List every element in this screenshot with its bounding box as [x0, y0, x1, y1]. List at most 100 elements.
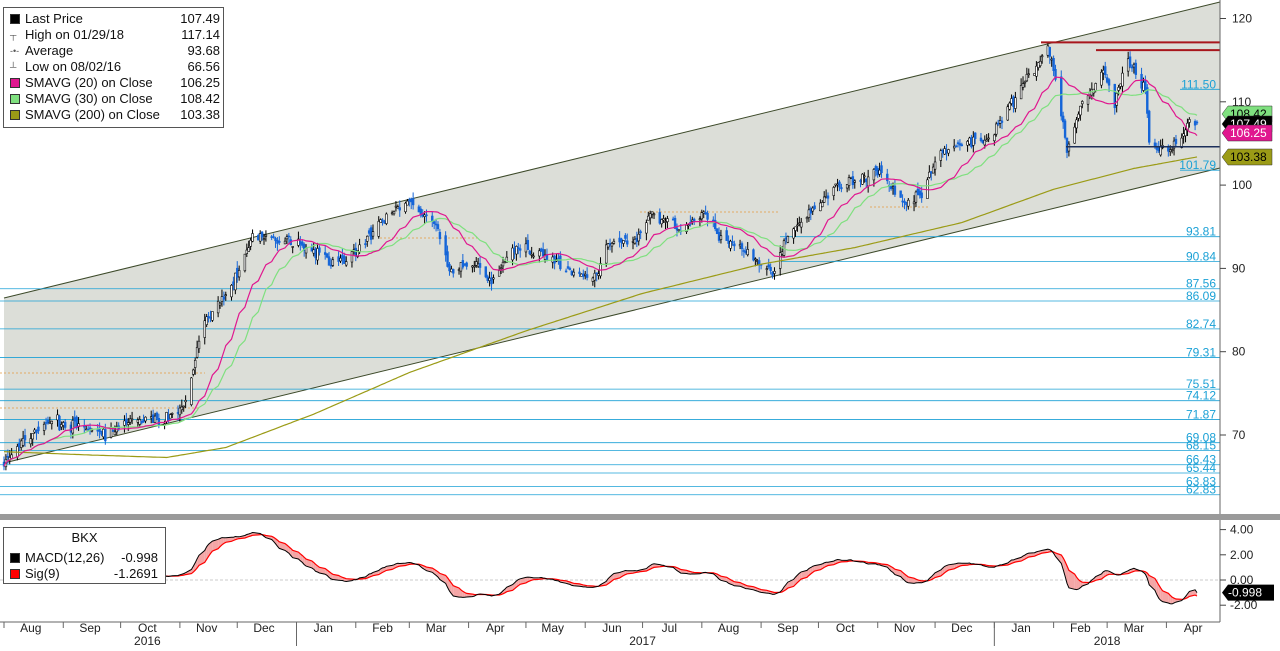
macd-line	[4, 533, 1197, 604]
candle-body	[651, 212, 653, 214]
candle-body	[485, 267, 487, 277]
candle-body	[607, 244, 609, 247]
candle-body	[395, 206, 397, 207]
legend-label: Average	[25, 43, 73, 58]
candle-body	[1028, 74, 1030, 75]
candle-body	[343, 256, 345, 263]
candle-body	[728, 241, 730, 244]
candle-body	[605, 245, 607, 263]
candle-body	[1102, 70, 1104, 73]
macd-legend-row: Sig(9)-1.2691	[8, 566, 158, 582]
candle-body	[217, 301, 219, 313]
candle-body	[621, 239, 623, 242]
candle-body	[1169, 150, 1171, 152]
candle-body	[338, 257, 340, 262]
candle-body	[418, 207, 420, 212]
candle-body	[252, 234, 254, 242]
candle-body	[504, 262, 506, 263]
candle-body	[512, 248, 514, 260]
candle-body	[839, 182, 841, 187]
candle-body	[980, 138, 982, 141]
candle-body	[1133, 65, 1135, 67]
candle-body	[993, 135, 995, 141]
candle-body	[720, 236, 722, 240]
candle-body	[288, 236, 290, 237]
candle-body	[919, 191, 921, 195]
candle-body	[892, 187, 894, 188]
candle-body	[571, 271, 573, 275]
candle-body	[754, 259, 756, 260]
candle-body	[70, 425, 72, 432]
candle-body	[678, 230, 680, 231]
legend-value: 66.56	[187, 59, 220, 74]
candle-body	[7, 456, 9, 457]
candle-body	[236, 268, 238, 277]
candle-body	[579, 272, 581, 274]
candle-body	[405, 203, 407, 212]
candle-body	[609, 243, 611, 244]
candle-body	[341, 255, 343, 258]
candle-body	[957, 143, 959, 144]
month-label: Oct	[836, 621, 855, 635]
legend-label: SMAVG (30) on Close	[25, 91, 153, 106]
candle-body	[319, 248, 321, 253]
candle-body	[772, 272, 774, 275]
candle-body	[124, 421, 126, 425]
candle-body	[756, 260, 758, 261]
candle-body	[1051, 59, 1053, 60]
candle-body	[1144, 81, 1146, 90]
candle-body	[988, 138, 990, 139]
legend-swatch	[10, 94, 20, 104]
candle-body	[1049, 47, 1051, 56]
candle-body	[904, 201, 906, 202]
candle-body	[1146, 88, 1148, 114]
macd-legend-ticker: BKX	[4, 530, 165, 545]
candle-body	[953, 146, 955, 148]
candle-body	[328, 257, 330, 266]
candle-body	[231, 285, 233, 297]
candle-body	[797, 225, 799, 226]
candle-body	[458, 269, 460, 270]
candle-body	[366, 236, 368, 241]
candle-body	[385, 214, 387, 224]
candle-body	[881, 166, 883, 173]
month-label: Feb	[1070, 621, 1091, 635]
candle-body	[1106, 78, 1108, 83]
candle-body	[244, 254, 246, 271]
legend-swatch	[10, 553, 20, 563]
candle-body	[345, 262, 347, 266]
candle-body	[210, 317, 212, 318]
candle-body	[948, 150, 950, 154]
candle-body	[433, 222, 435, 224]
candle-body	[907, 200, 909, 206]
candle-body	[997, 123, 999, 124]
candle-body	[154, 416, 156, 423]
candle-body	[932, 167, 934, 173]
candle-body	[125, 419, 127, 423]
candle-body	[552, 257, 554, 262]
candle-body	[257, 235, 259, 240]
candle-body	[475, 262, 477, 266]
legend-label: Low on 08/02/16	[25, 59, 121, 74]
candle-body	[1104, 67, 1106, 75]
candle-body	[860, 181, 862, 182]
month-label: Nov	[894, 621, 915, 635]
candle-body	[1074, 127, 1076, 143]
candle-body	[452, 269, 454, 273]
fib-level-label: 65.44	[1186, 461, 1216, 475]
price-axis-tick-label: 100	[1232, 178, 1252, 192]
candle-body	[313, 250, 315, 253]
month-label: Aug	[718, 621, 739, 635]
candle-body	[292, 246, 294, 247]
candle-body	[900, 191, 902, 198]
candle-body	[1037, 63, 1039, 68]
candle-body	[810, 209, 812, 214]
candle-body	[886, 174, 888, 181]
candle-body	[613, 241, 615, 243]
candle-body	[384, 221, 386, 223]
candle-body	[129, 419, 131, 422]
candle-body	[137, 420, 139, 422]
candle-body	[835, 184, 837, 185]
